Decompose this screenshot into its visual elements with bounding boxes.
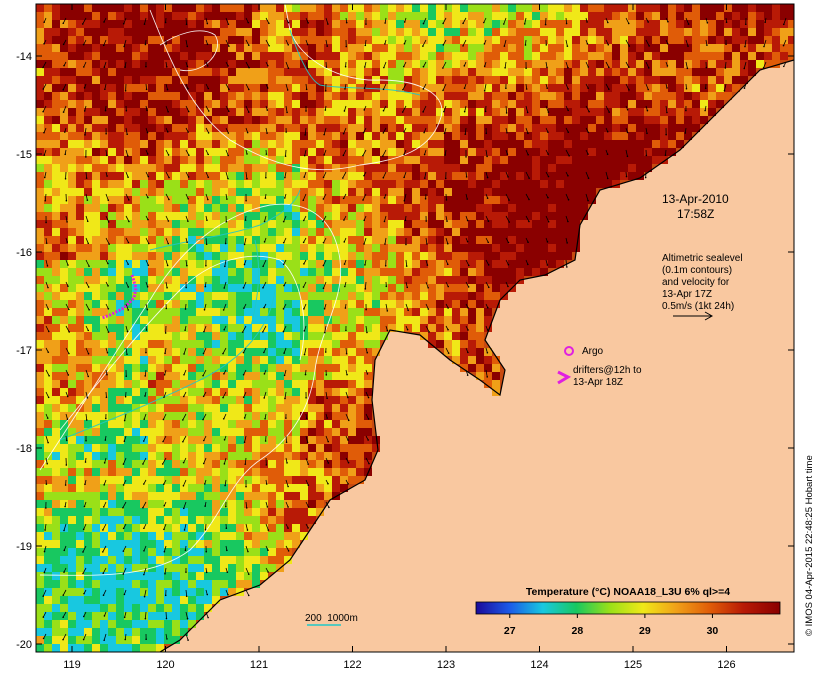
drifter-marker-icon [557, 370, 572, 385]
credit-text: © IMOS 04-Apr-2015 22:48:25 Hobart time [804, 455, 815, 636]
altimetry-line-1: Altimetric sealevel [662, 253, 743, 264]
colorbar: Temperature (°C) NOAA18_L3U 6% ql>=4 27 2… [475, 586, 781, 637]
coastline [159, 59, 794, 652]
colorbar-ticks: 27 28 29 30 [504, 614, 719, 637]
velocity-arrows [42, 17, 787, 642]
x-tick-label: 122 [343, 659, 361, 671]
x-axis: 119 120 121 122 123 124 125 126 [63, 4, 736, 671]
y-tick-label: -18 [16, 443, 32, 455]
y-tick-label: -17 [16, 345, 32, 357]
x-tick-label: 120 [156, 659, 174, 671]
y-tick-label: -16 [16, 247, 32, 259]
altimetry-line-2: (0.1m contours) [662, 265, 732, 276]
altimetry-line-3: and velocity for [662, 277, 730, 288]
colorbar-tick-label: 28 [571, 625, 583, 637]
y-axis: -14 -15 -16 -17 -18 -19 -20 [16, 51, 794, 651]
altimetry-note: Altimetric sealevel (0.1m contours) and … [662, 253, 743, 312]
altimetry-line-4: 13-Apr 17Z [662, 289, 712, 300]
argo-marker-icon [564, 346, 574, 356]
colorbar-gradient [475, 601, 781, 615]
sst-field [36, 4, 794, 652]
plot-frame [35, 3, 795, 653]
x-tick-label: 119 [63, 659, 81, 671]
y-tick-label: -15 [16, 149, 32, 161]
colorbar-tick-label: 29 [639, 625, 651, 637]
x-tick-label: 126 [717, 659, 735, 671]
time-label: 17:58Z [677, 207, 714, 221]
drifter-label-1: drifters@12h to [573, 365, 642, 376]
x-tick-label: 123 [437, 659, 455, 671]
bathymetry-legend: 200 1000m [305, 613, 358, 624]
y-tick-label: -20 [16, 639, 32, 651]
scale-arrow-icon [673, 311, 714, 321]
colorbar-title: Temperature (°C) NOAA18_L3U 6% ql>=4 [526, 586, 730, 598]
x-tick-label: 124 [530, 659, 548, 671]
y-tick-label: -19 [16, 541, 32, 553]
argo-label: Argo [582, 346, 604, 357]
colorbar-tick-label: 27 [504, 625, 516, 637]
colorbar-tick-label: 30 [707, 625, 719, 637]
sealevel-contours [39, 4, 443, 576]
date-label: 13-Apr-2010 [662, 192, 729, 206]
y-tick-label: -14 [16, 51, 32, 63]
x-tick-label: 125 [624, 659, 642, 671]
drifter-label-2: 13-Apr 18Z [573, 377, 623, 388]
altimetry-line-5: 0.5m/s (1kt 24h) [662, 301, 734, 312]
x-tick-label: 121 [250, 659, 268, 671]
bathymetry-contours [59, 29, 421, 441]
drifter-track [101, 274, 138, 320]
